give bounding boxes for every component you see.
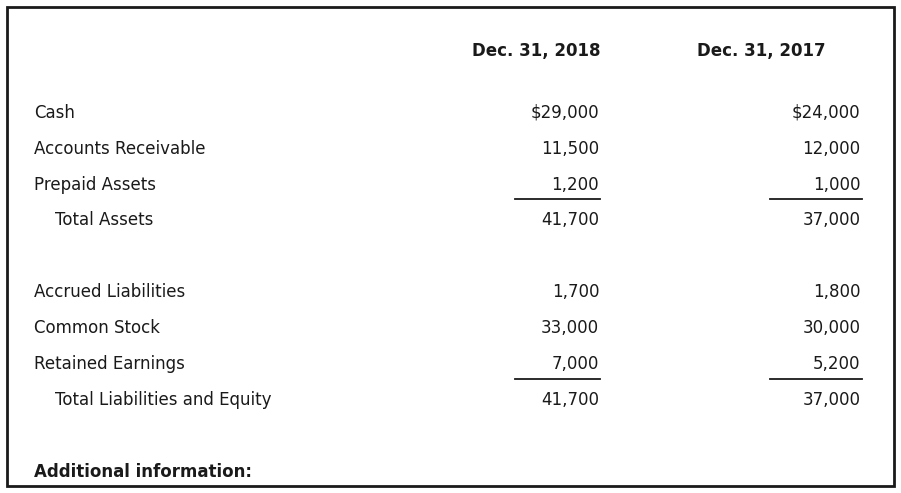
Text: Total Liabilities and Equity: Total Liabilities and Equity xyxy=(34,391,272,410)
Text: Common Stock: Common Stock xyxy=(34,319,160,338)
Text: $24,000: $24,000 xyxy=(792,104,860,122)
Text: Total Assets: Total Assets xyxy=(34,211,153,230)
Text: 5,200: 5,200 xyxy=(813,355,860,374)
Text: 7,000: 7,000 xyxy=(551,355,599,374)
Text: 11,500: 11,500 xyxy=(541,140,599,158)
Text: 37,000: 37,000 xyxy=(803,211,860,230)
Text: Cash: Cash xyxy=(34,104,75,122)
Text: 33,000: 33,000 xyxy=(541,319,599,338)
Text: 12,000: 12,000 xyxy=(802,140,860,158)
Text: Dec. 31, 2017: Dec. 31, 2017 xyxy=(697,42,825,60)
Text: 41,700: 41,700 xyxy=(542,211,599,230)
Text: 1,000: 1,000 xyxy=(813,176,860,194)
Text: Additional information:: Additional information: xyxy=(34,463,252,482)
Text: Accrued Liabilities: Accrued Liabilities xyxy=(34,283,186,302)
Text: 41,700: 41,700 xyxy=(542,391,599,410)
Text: 1,700: 1,700 xyxy=(551,283,599,302)
Text: Prepaid Assets: Prepaid Assets xyxy=(34,176,156,194)
Text: Accounts Receivable: Accounts Receivable xyxy=(34,140,205,158)
Text: Retained Earnings: Retained Earnings xyxy=(34,355,185,374)
Text: $29,000: $29,000 xyxy=(531,104,599,122)
Text: 37,000: 37,000 xyxy=(803,391,860,410)
Text: Dec. 31, 2018: Dec. 31, 2018 xyxy=(472,42,600,60)
Text: 30,000: 30,000 xyxy=(803,319,860,338)
Text: 1,800: 1,800 xyxy=(813,283,860,302)
Text: 1,200: 1,200 xyxy=(551,176,599,194)
